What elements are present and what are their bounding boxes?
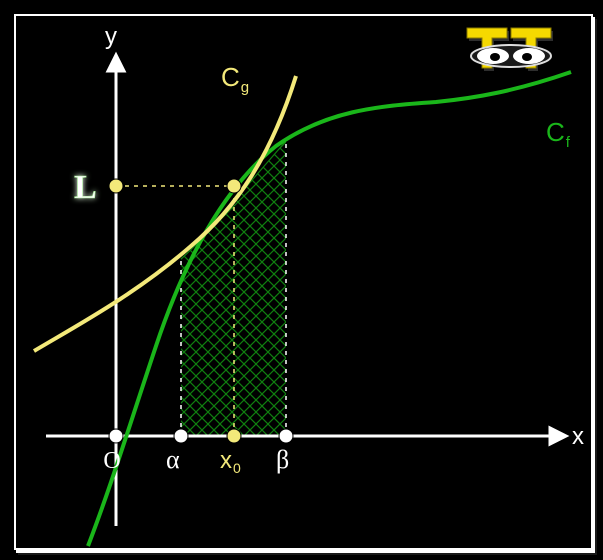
page-root: y x Cg Cf O α x0 β L	[0, 0, 603, 560]
y-axis-label: y	[105, 23, 117, 50]
alpha-label: α	[166, 445, 180, 474]
svg-text:Cf: Cf	[546, 117, 571, 151]
L-label: L	[74, 169, 97, 206]
hatched-region	[176, 126, 296, 446]
svg-text:x0: x0	[220, 447, 241, 476]
x-axis-label: x	[572, 423, 584, 450]
x0-point	[227, 429, 241, 443]
origin-point	[109, 429, 123, 443]
chart-canvas: y x Cg Cf O α x0 β L	[16, 16, 591, 548]
beta-label: β	[276, 445, 289, 474]
curve-g-label: Cg	[221, 62, 249, 96]
beta-point	[279, 429, 293, 443]
curve-f-label: Cf	[546, 117, 571, 151]
svg-text:L: L	[74, 169, 97, 206]
origin-label: O	[103, 448, 120, 474]
intersection-x0-L	[227, 179, 241, 193]
alpha-point	[174, 429, 188, 443]
chart-frame: y x Cg Cf O α x0 β L	[14, 14, 593, 550]
logo-icon	[467, 28, 553, 71]
svg-text:Cg: Cg	[221, 62, 249, 96]
curve-f	[88, 72, 571, 546]
x0-label: x0	[220, 447, 241, 476]
L-on-y-axis	[109, 179, 123, 193]
